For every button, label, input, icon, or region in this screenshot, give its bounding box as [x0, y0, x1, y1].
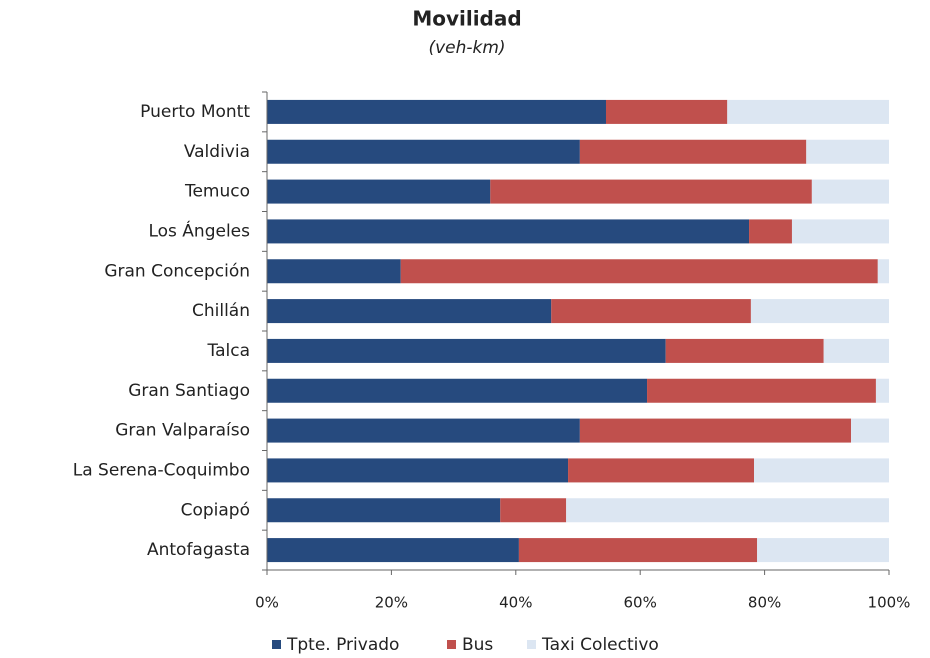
x-tick-label: 60%	[624, 594, 657, 612]
bar-segment	[267, 378, 648, 403]
y-tick-label: Talca	[207, 341, 250, 361]
y-tick-label: Gran Concepción	[104, 261, 250, 281]
legend-swatch	[447, 640, 456, 649]
bar-segment	[757, 538, 889, 563]
y-tick-label: Los Ángeles	[148, 219, 250, 241]
x-tick-label: 80%	[748, 594, 781, 612]
chart-subtitle: (veh-km)	[428, 38, 505, 58]
bar-segment	[806, 139, 889, 164]
bar-segment	[490, 179, 812, 204]
bar-segment	[267, 538, 519, 563]
bar-segment	[267, 139, 580, 164]
bar-segment	[851, 418, 889, 443]
bar-segment	[605, 99, 728, 124]
bar-segment	[566, 498, 889, 523]
x-tick-label: 100%	[868, 594, 911, 612]
legend-swatch	[272, 640, 281, 649]
y-tick-label: Gran Santiago	[128, 381, 250, 401]
bar-segment	[754, 458, 889, 483]
y-tick-label: Chillán	[192, 301, 250, 321]
bar-segment	[579, 418, 852, 443]
bar-segment	[500, 498, 567, 523]
x-tick-label: 0%	[255, 594, 279, 612]
bar-segment	[568, 458, 755, 483]
bar-segment	[875, 378, 889, 403]
y-tick-label: La Serena-Coquimbo	[73, 460, 250, 480]
chart-title: Movilidad	[412, 7, 521, 31]
y-tick-label: Temuco	[184, 182, 250, 202]
bar-segment	[811, 179, 889, 204]
legend-label: Bus	[462, 635, 493, 655]
bar-segment	[551, 299, 751, 324]
bar-segment	[579, 139, 807, 164]
bar-segment	[267, 338, 666, 363]
bar-segment	[823, 338, 889, 363]
bar-segment	[267, 418, 580, 443]
legend-label: Tpte. Privado	[286, 635, 399, 655]
y-tick-label: Gran Valparaíso	[115, 421, 250, 441]
bar-segment	[267, 219, 750, 244]
bar-segment	[267, 458, 569, 483]
bar-segment	[267, 498, 501, 523]
legend-label: Taxi Colectivo	[541, 635, 659, 655]
bar-segment	[665, 338, 824, 363]
legend-swatch	[527, 640, 536, 649]
x-tick-label: 20%	[375, 594, 408, 612]
bar-segment	[400, 259, 878, 284]
bar-segment	[267, 99, 606, 124]
bar-segment	[647, 378, 876, 403]
bar-segment	[518, 538, 758, 563]
y-tick-label: Puerto Montt	[140, 102, 250, 122]
bar-segment	[749, 219, 792, 244]
y-tick-label: Valdivia	[184, 142, 250, 162]
x-tick-label: 40%	[499, 594, 532, 612]
bar-segment	[877, 259, 889, 284]
bar-segment	[267, 259, 401, 284]
y-tick-label: Copiapó	[181, 500, 250, 520]
bar-segment	[750, 299, 889, 324]
bar-segment	[267, 299, 552, 324]
bar-segment	[267, 179, 491, 204]
bar-segment	[727, 99, 889, 124]
bar-segment	[791, 219, 889, 244]
y-tick-label: Antofagasta	[147, 540, 250, 560]
